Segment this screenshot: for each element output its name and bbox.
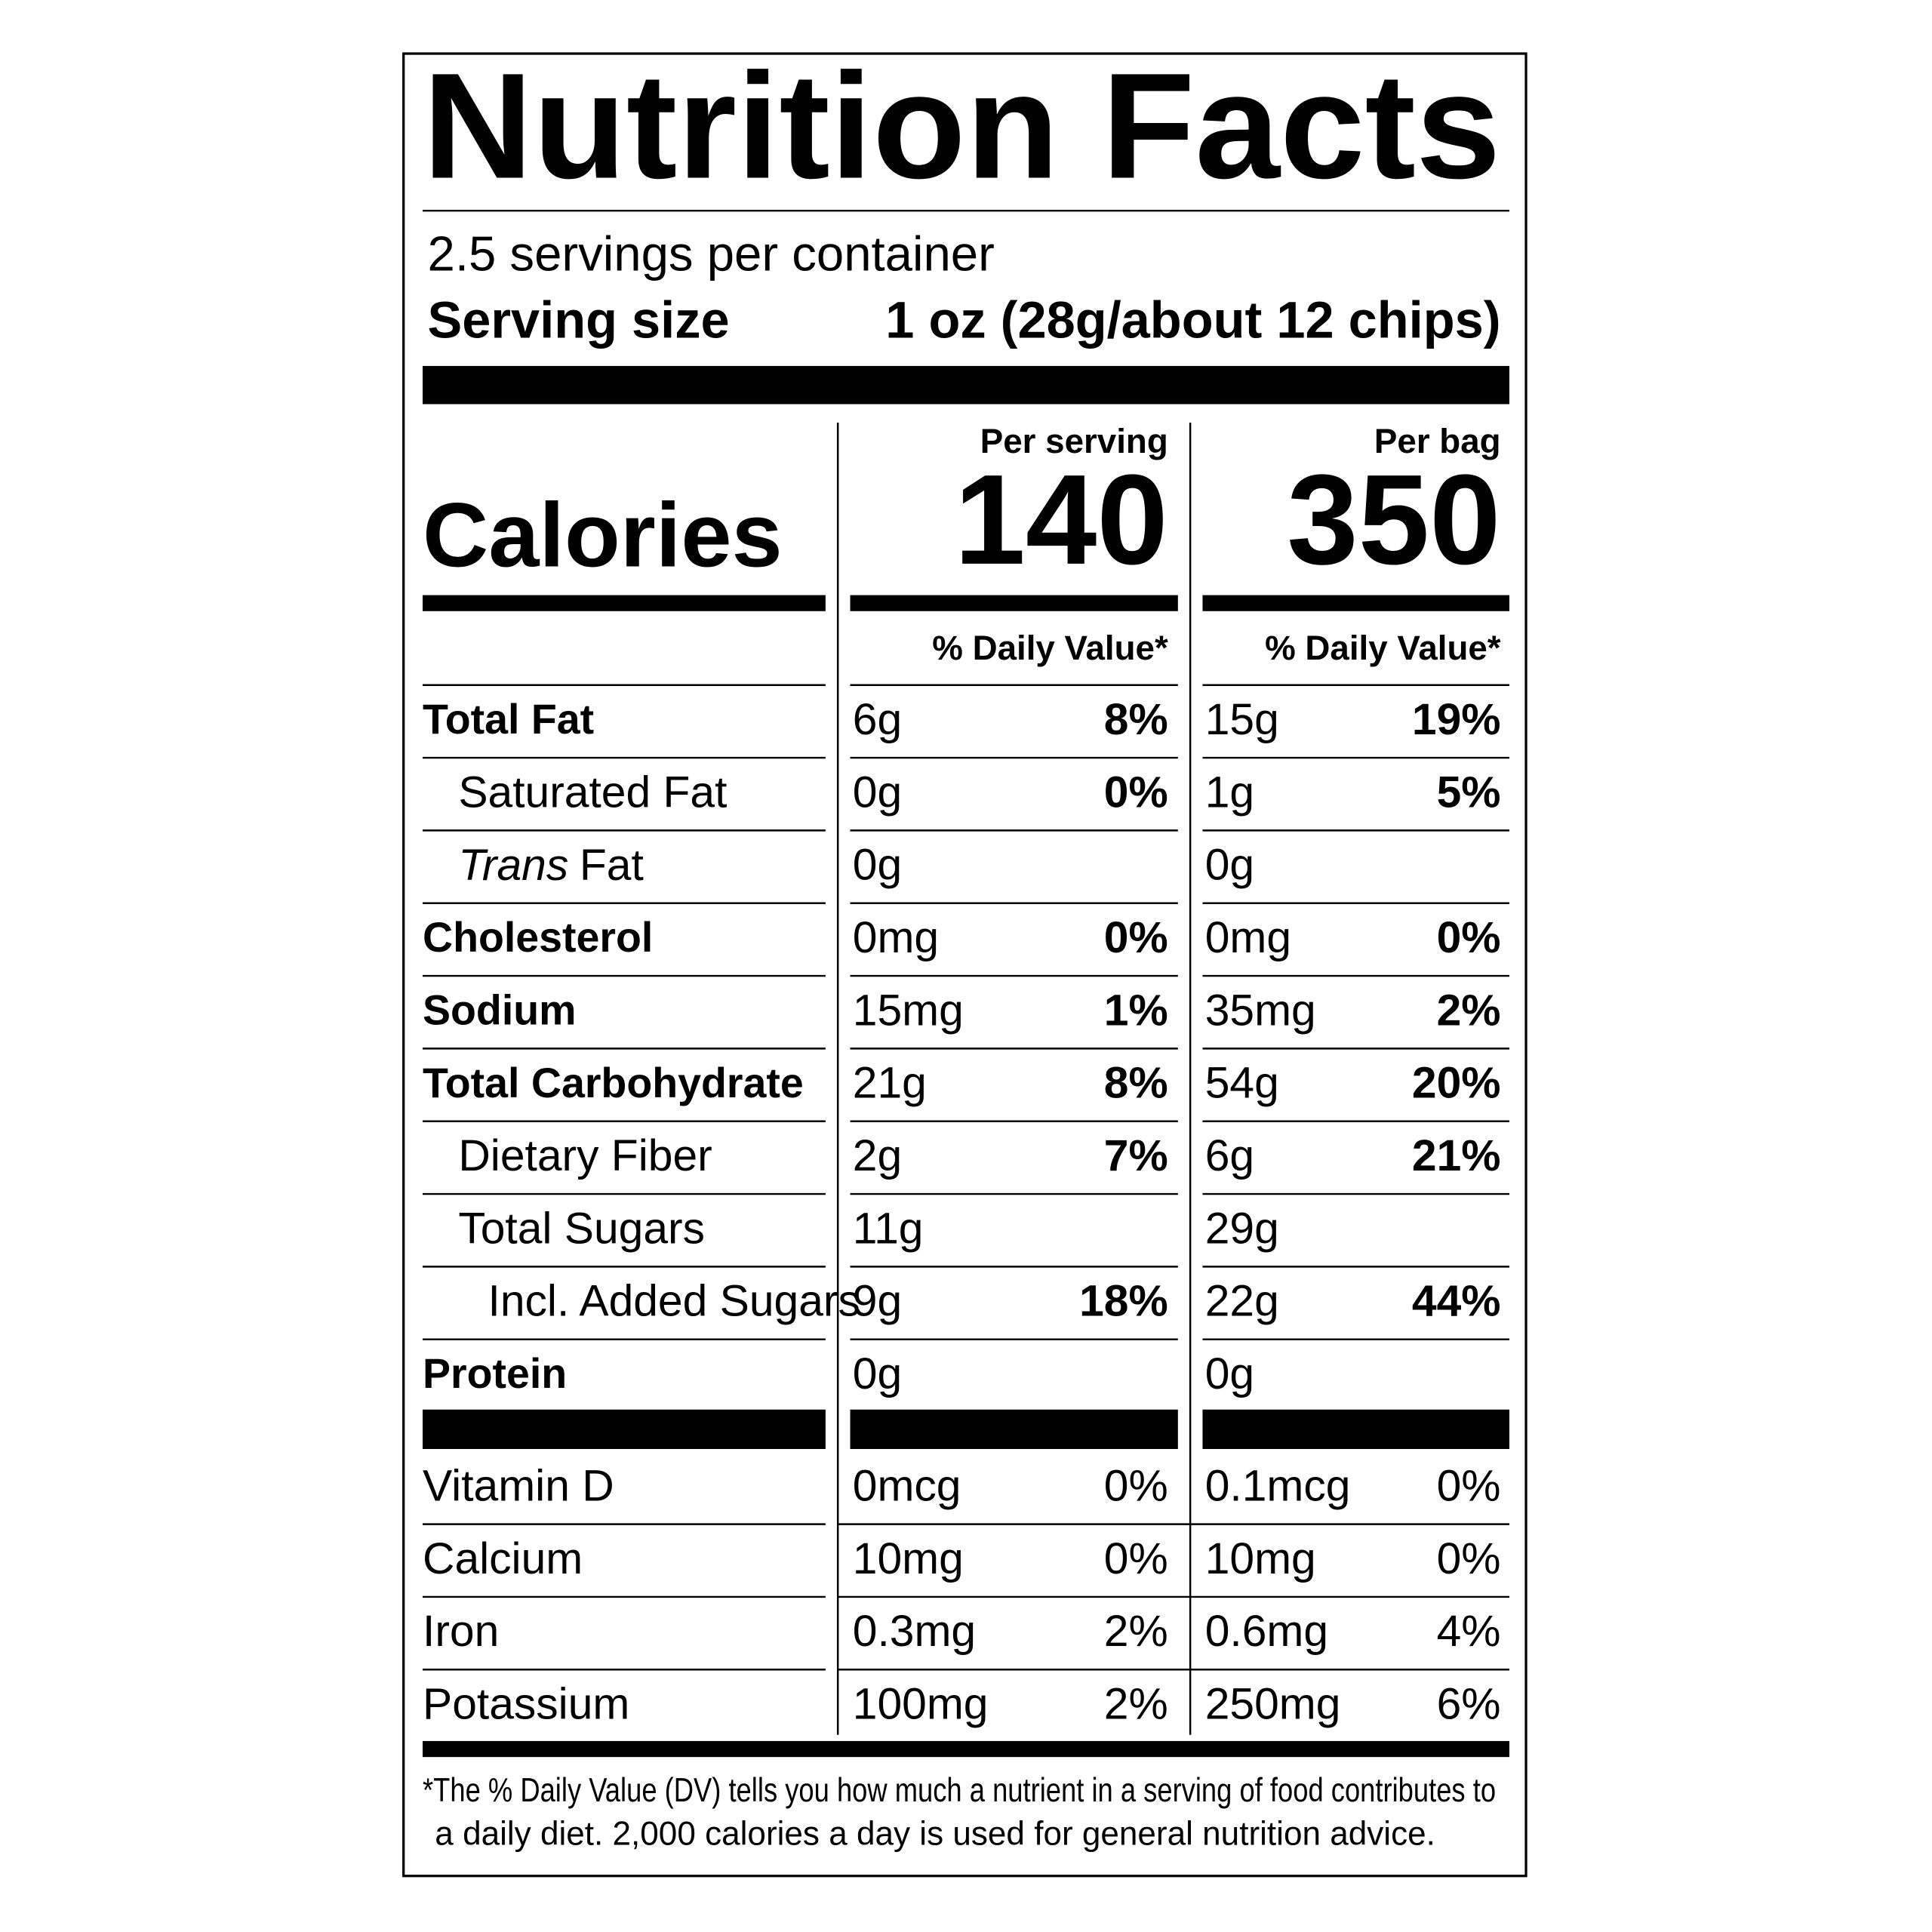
servings-per-container: 2.5 servings per container bbox=[428, 226, 995, 281]
thick-divider bbox=[850, 1409, 1178, 1449]
calories-value: 350 bbox=[1287, 448, 1500, 591]
daily-value: 8% bbox=[1104, 1059, 1168, 1108]
daily-value: 0% bbox=[1104, 768, 1168, 817]
amount: 0.6mg bbox=[1205, 1607, 1328, 1656]
amount: 0g bbox=[1205, 841, 1254, 890]
amount: 11g bbox=[853, 1204, 924, 1253]
nutrient-name: Total Sugars bbox=[458, 1204, 705, 1253]
nutrient-name-part: Trans bbox=[458, 841, 568, 890]
serving-size-value: 1 oz (28g/about 12 chips) bbox=[885, 291, 1500, 349]
daily-value: 7% bbox=[1104, 1131, 1168, 1180]
amount: 0g bbox=[853, 841, 902, 890]
nutrient-name: Incl. Added Sugars bbox=[488, 1277, 860, 1326]
thick-divider bbox=[1202, 595, 1509, 611]
daily-value: 2% bbox=[1104, 1607, 1168, 1656]
nutrient-name: Vitamin D bbox=[423, 1462, 614, 1511]
thick-divider bbox=[850, 595, 1178, 611]
daily-value: 18% bbox=[1079, 1277, 1168, 1326]
amount: 6g bbox=[853, 695, 902, 744]
daily-value: 19% bbox=[1412, 695, 1501, 744]
nutrient-name: Dietary Fiber bbox=[458, 1131, 712, 1180]
daily-value: 0% bbox=[1104, 913, 1168, 962]
amount: 0mg bbox=[853, 913, 939, 962]
daily-value: 0% bbox=[1437, 913, 1501, 962]
calories-label: Calories bbox=[423, 484, 783, 586]
amount: 6g bbox=[1205, 1131, 1254, 1180]
amount: 10mg bbox=[1205, 1534, 1316, 1583]
daily-value: 0% bbox=[1104, 1462, 1168, 1511]
amount: 22g bbox=[1205, 1277, 1279, 1326]
amount: 0.1mcg bbox=[1205, 1462, 1351, 1511]
amount: 1g bbox=[1205, 768, 1254, 817]
amount: 0mcg bbox=[853, 1462, 961, 1511]
amount: 0.3mg bbox=[853, 1607, 976, 1656]
nutrient-name: Iron bbox=[423, 1607, 499, 1656]
thick-divider bbox=[423, 595, 826, 611]
daily-value: 0% bbox=[1437, 1462, 1501, 1511]
amount: 100mg bbox=[853, 1680, 989, 1729]
nutrient-name-part: Fat bbox=[580, 841, 644, 890]
daily-value: 2% bbox=[1437, 986, 1501, 1035]
column-heading: Per serving bbox=[980, 422, 1168, 460]
nutrient-name: Saturated Fat bbox=[458, 768, 727, 817]
nutrient-name: Trans Fat bbox=[458, 841, 643, 890]
footnote: a daily diet. 2,000 calories a day is us… bbox=[435, 1815, 1435, 1852]
daily-value: 0% bbox=[1437, 1534, 1501, 1583]
label-border bbox=[402, 52, 1527, 1878]
dv-heading: % Daily Value* bbox=[932, 629, 1168, 667]
amount: 0g bbox=[853, 768, 902, 817]
amount: 15mg bbox=[853, 986, 964, 1035]
amount: 2g bbox=[853, 1131, 902, 1180]
daily-value: 4% bbox=[1437, 1607, 1501, 1656]
column-heading: Per bag bbox=[1374, 422, 1501, 460]
amount: 250mg bbox=[1205, 1680, 1341, 1729]
amount: 0g bbox=[853, 1349, 902, 1398]
amount: 15g bbox=[1205, 695, 1279, 744]
daily-value: 21% bbox=[1412, 1131, 1501, 1180]
thick-divider bbox=[423, 365, 1509, 405]
amount: 35mg bbox=[1205, 986, 1316, 1035]
daily-value: 1% bbox=[1104, 986, 1168, 1035]
nutrient-name: Cholesterol bbox=[423, 914, 653, 961]
daily-value: 2% bbox=[1104, 1680, 1168, 1729]
nutrient-name: Total Carbohydrate bbox=[423, 1060, 804, 1106]
daily-value: 8% bbox=[1104, 695, 1168, 744]
daily-value: 5% bbox=[1437, 768, 1501, 817]
calories-value: 140 bbox=[954, 448, 1168, 591]
nutrient-name: Sodium bbox=[423, 987, 577, 1034]
nutrient-name: Total Fat bbox=[423, 696, 594, 743]
amount: 21g bbox=[853, 1059, 927, 1108]
title: Nutrition Facts bbox=[423, 42, 1501, 210]
thick-divider bbox=[1202, 1409, 1509, 1449]
thick-divider bbox=[423, 1740, 1509, 1758]
thick-divider bbox=[423, 1409, 826, 1449]
serving-size-label: Serving size bbox=[428, 291, 730, 349]
dv-heading: % Daily Value* bbox=[1265, 629, 1501, 667]
nutrient-name: Protein bbox=[423, 1350, 567, 1397]
daily-value: 20% bbox=[1412, 1059, 1501, 1108]
amount: 29g bbox=[1205, 1204, 1279, 1253]
amount: 10mg bbox=[853, 1534, 964, 1583]
daily-value: 6% bbox=[1437, 1680, 1501, 1729]
amount: 0g bbox=[1205, 1349, 1254, 1398]
nutrient-name: Potassium bbox=[423, 1680, 629, 1729]
footnote: *The % Daily Value (DV) tells you how mu… bbox=[423, 1772, 1496, 1809]
amount: 54g bbox=[1205, 1059, 1279, 1108]
daily-value: 44% bbox=[1412, 1277, 1501, 1326]
amount: 0mg bbox=[1205, 913, 1291, 962]
nutrient-name: Calcium bbox=[423, 1534, 583, 1583]
daily-value: 0% bbox=[1104, 1534, 1168, 1583]
amount: 9g bbox=[853, 1277, 902, 1326]
